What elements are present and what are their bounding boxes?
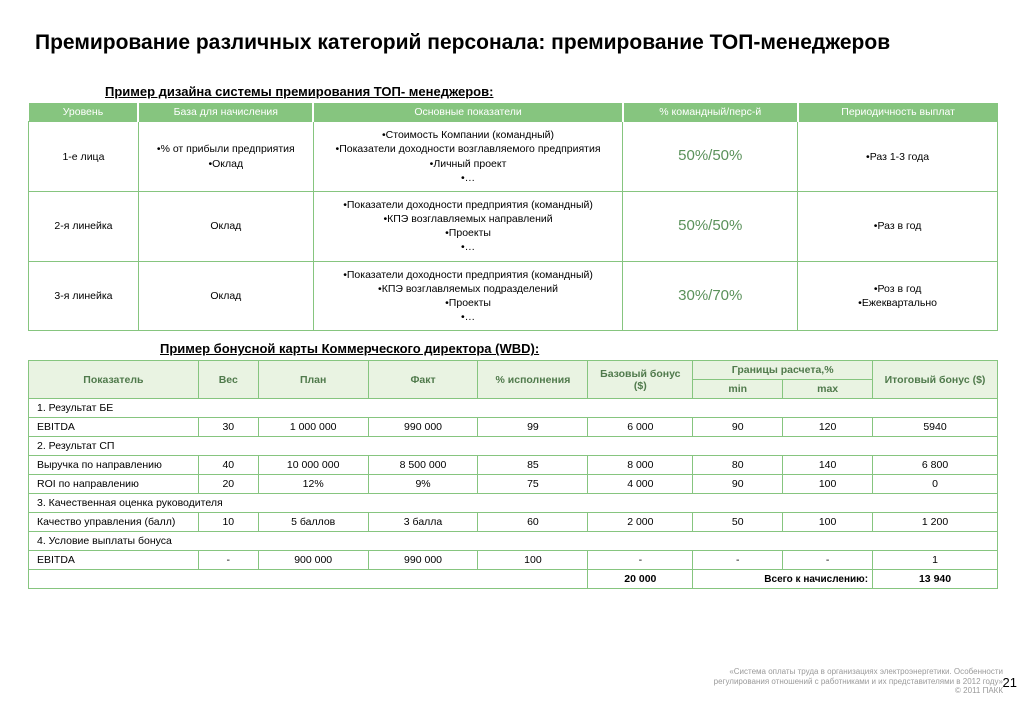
t2-cell: 99 xyxy=(478,418,588,437)
t1-header: Уровень xyxy=(29,103,139,122)
t2-cell: 6 800 xyxy=(873,456,998,475)
t2-cell: - xyxy=(588,551,693,570)
t2-cell: 90 xyxy=(693,418,783,437)
t1-cell: 30%/70% xyxy=(623,261,798,331)
t2-subheader: max xyxy=(783,380,873,399)
t1-cell: •Стоимость Компании (командный)•Показате… xyxy=(313,122,623,192)
t2-header: План xyxy=(258,361,368,399)
t2-cell: Качество управления (балл) xyxy=(29,513,199,532)
t1-cell: 3-я линейка xyxy=(29,261,139,331)
t2-cell: 140 xyxy=(783,456,873,475)
t1-cell: •Показатели доходности предприятия (кома… xyxy=(313,261,623,331)
t2-cell: EBITDA xyxy=(29,418,199,437)
t1-header: Периодичность выплат xyxy=(798,103,998,122)
t2-cell: 8 500 000 xyxy=(368,456,478,475)
t2-header: Факт xyxy=(368,361,478,399)
t2-cell: 8 000 xyxy=(588,456,693,475)
t2-cell: 2 000 xyxy=(588,513,693,532)
t1-cell: •Показатели доходности предприятия (кома… xyxy=(313,191,623,261)
t2-cell: 990 000 xyxy=(368,551,478,570)
t2-cell: 100 xyxy=(783,513,873,532)
t2-cell: ROI по направлению xyxy=(29,475,199,494)
t2-cell: 75 xyxy=(478,475,588,494)
t2-header: % исполнения xyxy=(478,361,588,399)
t1-header: % командный/перс-й xyxy=(623,103,798,122)
t2-cell: 1 200 xyxy=(873,513,998,532)
t1-cell: 1-е лица xyxy=(29,122,139,192)
t2-header: Границы расчета,% xyxy=(693,361,873,380)
t1-header: Основные показатели xyxy=(313,103,623,122)
t2-cell: - xyxy=(783,551,873,570)
t2-section: 4. Условие выплаты бонуса xyxy=(29,532,998,551)
t2-cell: 900 000 xyxy=(258,551,368,570)
t2-subheader: min xyxy=(693,380,783,399)
subtitle-1: Пример дизайна системы премирования ТОП-… xyxy=(0,56,1023,103)
t2-cell: EBITDA xyxy=(29,551,199,570)
t1-cell: Оклад xyxy=(138,261,313,331)
t2-cell: 4 000 xyxy=(588,475,693,494)
t1-cell: •Раз в год xyxy=(798,191,998,261)
t2-header: Показатель xyxy=(29,361,199,399)
t2-cell: 60 xyxy=(478,513,588,532)
t2-cell: 20 xyxy=(198,475,258,494)
t2-section: 2. Результат СП xyxy=(29,437,998,456)
t2-cell: - xyxy=(198,551,258,570)
t2-header: Вес xyxy=(198,361,258,399)
t2-cell: 10 000 000 xyxy=(258,456,368,475)
t2-cell: 90 xyxy=(693,475,783,494)
t2-cell: 40 xyxy=(198,456,258,475)
table-bonus-card: ПоказательВесПланФакт% исполненияБазовый… xyxy=(28,360,998,589)
t2-cell: 80 xyxy=(693,456,783,475)
t2-cell: 990 000 xyxy=(368,418,478,437)
t1-cell: •% от прибыли предприятия•Оклад xyxy=(138,122,313,192)
t1-cell: 50%/50% xyxy=(623,191,798,261)
slide-title: Премирование различных категорий персона… xyxy=(0,0,1023,56)
t2-cell: 100 xyxy=(783,475,873,494)
t2-cell: 5 баллов xyxy=(258,513,368,532)
t1-cell: •Раз 1-3 года xyxy=(798,122,998,192)
table-bonus-design: УровеньБаза для начисленияОсновные показ… xyxy=(28,103,998,331)
t2-cell: 50 xyxy=(693,513,783,532)
t2-cell: 120 xyxy=(783,418,873,437)
t2-cell: Выручка по направлению xyxy=(29,456,199,475)
subtitle-2: Пример бонусной карты Коммерческого дире… xyxy=(0,331,1023,360)
t2-section: 3. Качественная оценка руководителя xyxy=(29,494,998,513)
t2-cell: 1 xyxy=(873,551,998,570)
t2-cell: 30 xyxy=(198,418,258,437)
t2-cell: 85 xyxy=(478,456,588,475)
t2-cell: 5940 xyxy=(873,418,998,437)
page-number: 21 xyxy=(1003,675,1017,690)
t1-cell: 2-я линейка xyxy=(29,191,139,261)
t2-cell: 100 xyxy=(478,551,588,570)
footer-text: «Система оплаты труда в организациях эле… xyxy=(714,667,1003,696)
t2-cell: 0 xyxy=(873,475,998,494)
t2-cell: 9% xyxy=(368,475,478,494)
t2-cell: 3 балла xyxy=(368,513,478,532)
t1-cell: •Роз в год•Ежеквартально xyxy=(798,261,998,331)
t2-section: 1. Результат БЕ xyxy=(29,399,998,418)
t2-cell: 12% xyxy=(258,475,368,494)
t1-cell: 50%/50% xyxy=(623,122,798,192)
t2-cell: 10 xyxy=(198,513,258,532)
t1-header: База для начисления xyxy=(138,103,313,122)
t2-header: Базовый бонус ($) xyxy=(588,361,693,399)
t1-cell: Оклад xyxy=(138,191,313,261)
t2-cell: - xyxy=(693,551,783,570)
t2-cell: 6 000 xyxy=(588,418,693,437)
t2-header: Итоговый бонус ($) xyxy=(873,361,998,399)
t2-cell: 1 000 000 xyxy=(258,418,368,437)
